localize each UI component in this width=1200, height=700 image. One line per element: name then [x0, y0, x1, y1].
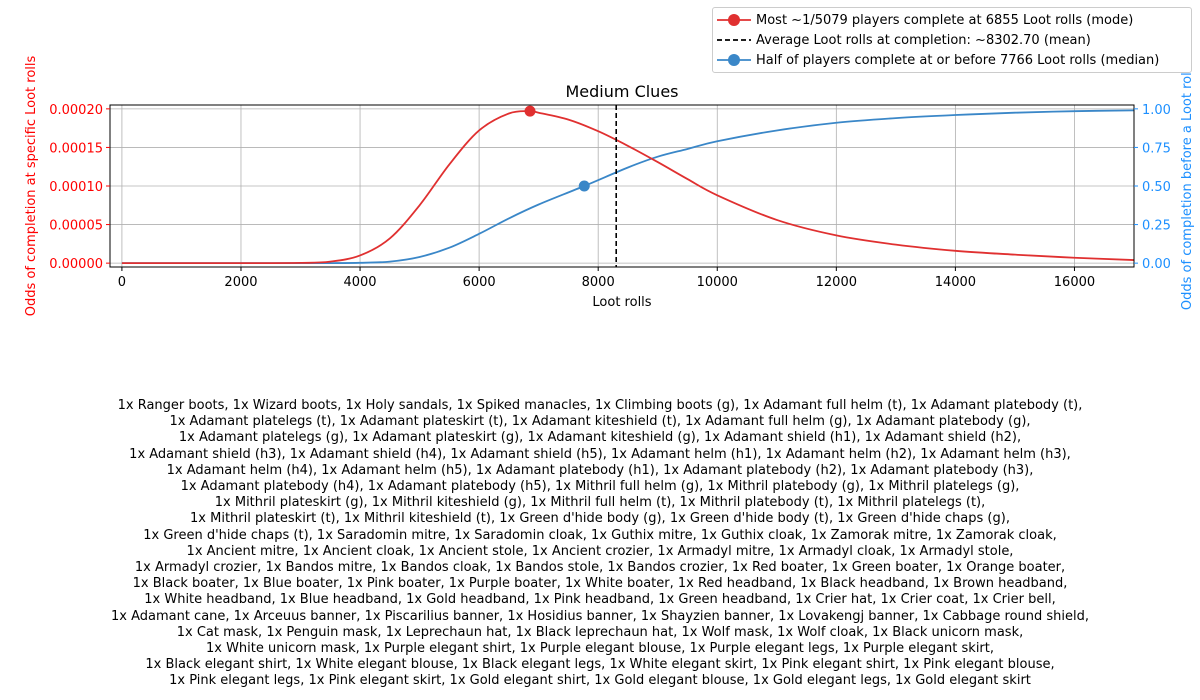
item-list-line: 1x Ranger boots, 1x Wizard boots, 1x Hol… — [117, 398, 1083, 413]
item-list-line: 1x White unicorn mask, 1x Purple elegant… — [205, 641, 995, 657]
legend-entry-mean: Average Loot rolls at completion: ~8302.… — [713, 31, 1191, 51]
item-list-line: 1x Adamant platelegs (g), 1x Adamant pla… — [178, 430, 1022, 446]
item-list-line: 1x Adamant platebody (h4), 1x Adamant pl… — [180, 479, 1020, 495]
item-list-line: 1x Mithril plateskirt (t), 1x Mithril ki… — [190, 511, 1010, 527]
y-axis-label-left: Odds of completion at specific Loot roll… — [24, 55, 39, 316]
x-tick-label: 14000 — [935, 275, 976, 290]
legend-entry-median: Half of players complete at or before 77… — [713, 51, 1191, 71]
pmf-line — [121, 110, 1134, 265]
legend-label-median: Half of players complete at or before 77… — [756, 53, 1160, 68]
legend-line-mean-icon — [717, 39, 751, 41]
median-marker — [578, 180, 590, 192]
item-list-line: 1x Pink elegant legs, 1x Pink elegant sk… — [169, 673, 1031, 689]
plot-area — [121, 105, 1134, 267]
y-tick-label-left: 0.00010 — [49, 180, 103, 195]
legend-label-mean: Average Loot rolls at completion: ~8302.… — [756, 33, 1091, 48]
legend: Most ~1/5079 players complete at 6855 Lo… — [712, 7, 1192, 73]
item-list: 1x Ranger boots, 1x Wizard boots, 1x Hol… — [0, 398, 1200, 690]
chart-title: Medium Clues — [566, 82, 679, 101]
y-tick-label-right: 0.50 — [1142, 180, 1171, 195]
chart: 0 2000 4000 6000 8000 10000 12000 14000 16000 0.0… — [24, 55, 1195, 316]
x-axis-label: Loot rolls — [592, 295, 651, 310]
x-tick-label: 2000 — [224, 275, 257, 290]
series-group — [121, 105, 1134, 267]
item-list-line: 1x Adamant cane, 1x Arceuus banner, 1x P… — [110, 608, 1090, 624]
item-list-line: 1x Mithril plateskirt (g), 1x Mithril ki… — [214, 495, 986, 511]
item-list-line: 1x Ancient mitre, 1x Ancient cloak, 1x A… — [186, 543, 1014, 559]
x-tick-label: 0 — [118, 275, 126, 290]
x-tick-label: 16000 — [1054, 275, 1095, 290]
x-tick-label: 4000 — [343, 275, 376, 290]
legend-label-mode: Most ~1/5079 players complete at 6855 Lo… — [756, 13, 1134, 28]
y-tick-label-right: 0.00 — [1142, 257, 1171, 272]
grid — [110, 105, 1134, 267]
legend-line-median-icon — [717, 54, 751, 66]
cdf-line — [121, 109, 1134, 265]
item-list-line: 1x Adamant shield (h3), 1x Adamant shiel… — [129, 446, 1071, 462]
y-tick-label-left: 0.00020 — [49, 103, 103, 118]
item-list-line: 1x Cat mask, 1x Penguin mask, 1x Leprech… — [176, 624, 1024, 640]
x-tick-label: 8000 — [582, 275, 615, 290]
y-tick-label-right: 0.25 — [1142, 219, 1171, 234]
mode-marker — [524, 105, 536, 117]
y-axis-label-right: Odds of completion before a Loot rolls — [1180, 62, 1195, 310]
y-tick-label-left: 0.00000 — [49, 257, 103, 272]
legend-entry-mode: Most ~1/5079 players complete at 6855 Lo… — [713, 11, 1191, 31]
item-list-line: 1x Armadyl crozier, 1x Bandos mitre, 1x … — [134, 560, 1066, 576]
axes: 0 2000 4000 6000 8000 10000 12000 14000 16000 0.0… — [49, 103, 1171, 290]
x-tick-label: 6000 — [463, 275, 496, 290]
x-tick-label: 12000 — [816, 275, 857, 290]
item-list-line: 1x White headband, 1x Blue headband, 1x … — [144, 592, 1056, 608]
legend-line-mode-icon — [717, 14, 751, 26]
y-tick-label-right: 1.00 — [1142, 103, 1171, 118]
item-list-line: 1x Green d'hide chaps (t), 1x Saradomin … — [143, 527, 1057, 543]
item-list-line: 1x Adamant platelegs (t), 1x Adamant pla… — [169, 414, 1031, 430]
y-tick-label-left: 0.00005 — [49, 219, 103, 234]
x-tick-label: 10000 — [697, 275, 738, 290]
y-tick-label-left: 0.00015 — [49, 141, 103, 156]
item-list-line: 1x Adamant helm (h4), 1x Adamant helm (h… — [166, 462, 1034, 478]
item-list-line: 1x Black boater, 1x Blue boater, 1x Pink… — [132, 576, 1068, 592]
item-list-line: 1x Black elegant shirt, 1x White elegant… — [145, 657, 1055, 673]
y-tick-label-right: 0.75 — [1142, 141, 1171, 156]
